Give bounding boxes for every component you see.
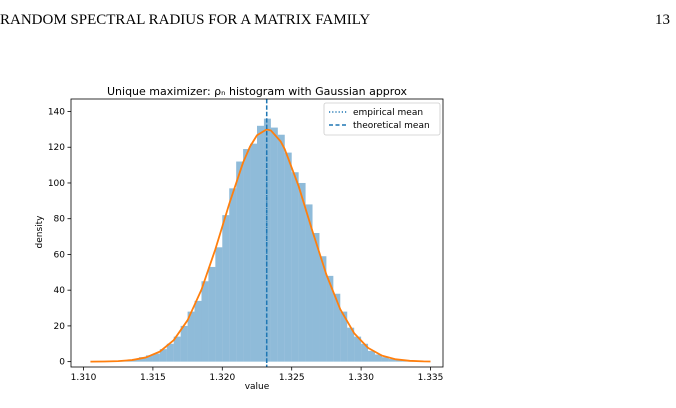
histogram-bar <box>305 204 313 362</box>
y-tick-label: 80 <box>54 215 66 225</box>
legend-label: empirical mean <box>353 108 423 118</box>
legend-label: theoretical mean <box>353 121 430 131</box>
gaussian-curve <box>90 128 431 363</box>
x-tick-label: 1.330 <box>348 373 374 383</box>
histogram-bar <box>187 311 195 362</box>
histogram-bar <box>229 188 237 362</box>
histogram-bar <box>326 275 334 362</box>
plot-frame <box>70 98 444 368</box>
y-tick-label: 140 <box>48 108 65 118</box>
histogram-bar <box>354 336 362 362</box>
y-tick-label: 0 <box>59 358 65 368</box>
y-tick-label: 60 <box>54 250 66 260</box>
histogram-bar <box>333 293 341 362</box>
histogram-bar <box>215 247 223 362</box>
y-tick-label: 100 <box>48 179 65 189</box>
histogram-bar <box>152 353 160 362</box>
histogram-bar <box>395 359 403 362</box>
histogram-bar <box>194 300 202 362</box>
histogram-bar <box>180 325 188 362</box>
histogram-bar <box>340 311 348 362</box>
x-tick-label: 1.325 <box>279 373 305 383</box>
histogram-bar <box>381 357 389 362</box>
histogram-bar <box>347 327 355 362</box>
chart-title: Unique maximizer: ρₙ histogram with Gaus… <box>107 85 407 98</box>
histogram-bar <box>145 355 153 362</box>
histogram-bar <box>257 125 264 362</box>
histogram-bar <box>284 152 292 362</box>
histogram-bar <box>319 256 327 362</box>
histogram-bar <box>173 336 181 362</box>
y-tick-label: 40 <box>54 286 66 296</box>
histogram-bar <box>270 127 278 362</box>
y-tick-label: 120 <box>48 143 65 153</box>
histogram-bar <box>166 343 174 362</box>
histogram-bar <box>388 358 396 362</box>
histogram-bar <box>139 357 146 362</box>
histogram-bar <box>291 172 299 362</box>
histogram-bar <box>312 233 320 362</box>
page-number: 13 <box>655 12 670 28</box>
histogram-bar <box>236 161 244 362</box>
histogram-bar <box>159 349 167 362</box>
histogram-bar <box>298 182 306 362</box>
histogram-bar <box>201 281 209 362</box>
histogram-bar <box>222 215 230 362</box>
histogram-bar <box>361 343 369 362</box>
x-tick-label: 1.315 <box>140 373 166 383</box>
histogram-bar <box>277 134 285 362</box>
x-axis-label: value <box>245 382 270 392</box>
histogram-bar <box>368 350 375 362</box>
histogram-bar <box>250 143 257 362</box>
x-tick-label: 1.335 <box>418 373 444 383</box>
histogram-bar <box>243 149 251 362</box>
histogram-bar <box>374 354 382 362</box>
y-axis-label: density <box>35 215 45 249</box>
x-tick-label: 1.320 <box>209 373 235 383</box>
x-tick-label: 1.310 <box>71 373 97 383</box>
y-tick-label: 20 <box>54 322 66 332</box>
legend-box <box>323 102 441 136</box>
histogram-bar <box>208 266 216 362</box>
running-header: RANDOM SPECTRAL RADIUS FOR A MATRIX FAMI… <box>0 12 370 28</box>
